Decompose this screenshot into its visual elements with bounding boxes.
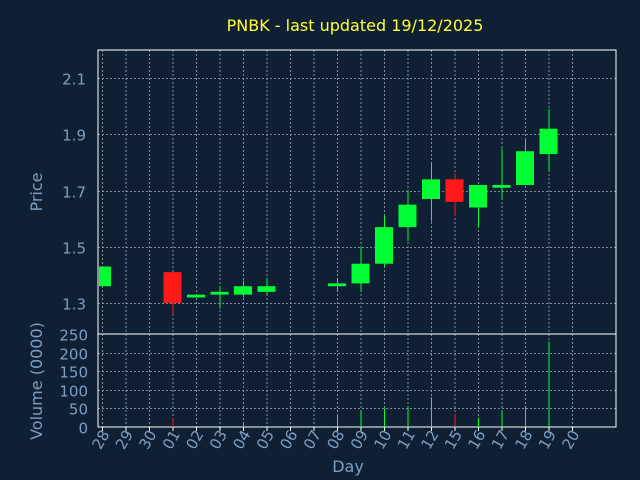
candle-15 [445, 173, 464, 216]
candle-11 [398, 190, 417, 242]
price-y-tick-label: 1.9 [62, 127, 86, 145]
x-tick-label: 18 [511, 427, 536, 453]
candle-body [516, 151, 534, 185]
x-tick-label: 11 [394, 427, 419, 453]
x-tick-labels: 2829300102030405060708091011121516171819… [88, 427, 583, 453]
candle-body [99, 266, 111, 287]
candle-body [328, 283, 346, 287]
x-tick-label: 15 [441, 427, 466, 453]
x-tick-label: 20 [558, 427, 583, 453]
candle-body [492, 184, 511, 188]
candle-body [375, 227, 393, 264]
x-tick-label: 28 [88, 427, 113, 453]
price-y-tick-label: 1.5 [62, 240, 86, 258]
candle-17 [492, 148, 511, 200]
volume-y-axis-label: Volume (0000) [27, 322, 46, 440]
x-tick-label: 07 [300, 427, 325, 453]
x-tick-label: 12 [417, 427, 442, 453]
candle-body [163, 272, 182, 304]
candle-04 [234, 280, 252, 298]
candle-28 [99, 266, 111, 287]
candle-05 [257, 277, 276, 295]
candle-body [351, 263, 370, 284]
candle-body [398, 204, 417, 228]
volume-y-tick-label: 200 [59, 346, 88, 364]
volume-y-tick-label: 100 [59, 383, 88, 401]
candle-12 [422, 162, 440, 222]
price-y-axis-label: Price [27, 172, 46, 211]
x-tick-label: 17 [488, 427, 513, 453]
candle-02 [187, 294, 205, 298]
price-y-tick-label: 2.1 [62, 71, 86, 89]
candle-03 [210, 286, 229, 309]
candle-body [257, 286, 276, 292]
x-tick-label: 03 [206, 427, 231, 453]
candle-body [469, 184, 487, 208]
x-tick-label: 04 [229, 427, 254, 453]
x-tick-label: 08 [323, 427, 348, 453]
candle-10 [375, 215, 393, 267]
x-tick-label: 06 [276, 427, 301, 453]
x-tick-label: 16 [464, 427, 489, 453]
volume-panel-frame [97, 333, 617, 428]
candle-19 [539, 109, 558, 171]
volume-bars [172, 341, 550, 427]
volume-y-tick-label: 250 [59, 327, 88, 345]
candle-18 [516, 139, 534, 185]
x-tick-label: 29 [112, 427, 137, 453]
candles [99, 109, 558, 315]
volume-y-tick-label: 150 [59, 364, 88, 382]
volume-grid [98, 334, 616, 427]
candle-body [187, 294, 205, 298]
price-y-tick-label: 1.3 [62, 296, 86, 314]
x-tick-label: 05 [253, 427, 278, 453]
candle-09 [351, 246, 370, 292]
x-tick-label: 02 [182, 427, 207, 453]
x-tick-label: 01 [159, 427, 184, 453]
chart-title: PNBK - last updated 19/12/2025 [227, 16, 484, 35]
x-tick-label: 09 [347, 427, 372, 453]
price-y-tick-label: 1.7 [62, 184, 86, 202]
x-tick-label: 19 [535, 427, 560, 453]
x-axis-label: Day [332, 457, 364, 476]
volume-y-tick-label: 0 [78, 420, 88, 438]
candle-01 [163, 272, 182, 315]
candle-body [445, 179, 464, 202]
candle-08 [328, 277, 346, 292]
price-y-tick-labels: 1.3 1.5 1.7 1.9 2.1 [62, 71, 86, 314]
candle-16 [469, 184, 487, 228]
x-tick-label: 30 [135, 427, 160, 453]
candle-body [422, 179, 440, 200]
volume-y-tick-label: 50 [69, 401, 88, 419]
candle-body [539, 128, 558, 155]
x-tick-label: 10 [370, 427, 395, 453]
candle-body [234, 286, 252, 295]
candle-body [210, 291, 229, 295]
